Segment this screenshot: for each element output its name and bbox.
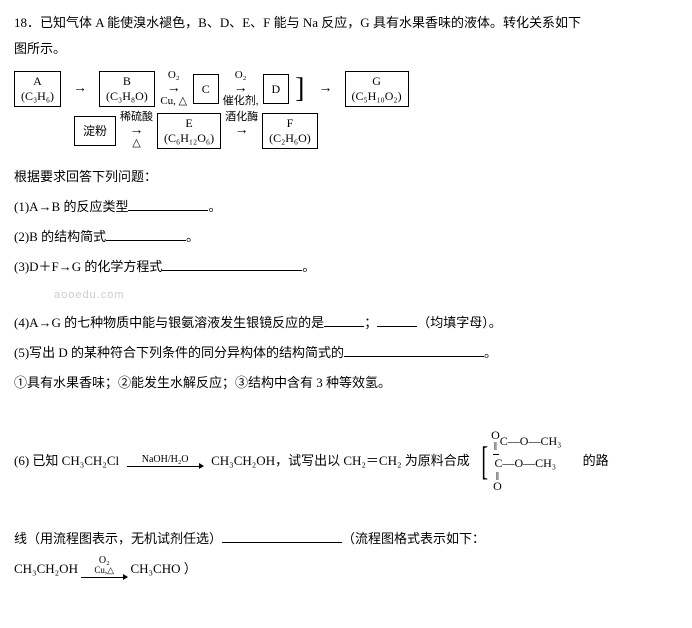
- node-e: E (C₆H₁₂O₆): [157, 113, 221, 149]
- node-c-label: C: [202, 82, 210, 96]
- q2-blank[interactable]: [106, 227, 186, 241]
- q1-text: (1)A→B 的反应类型: [14, 199, 128, 214]
- node-d-label: D: [272, 82, 281, 96]
- starch-label: 淀粉: [83, 124, 107, 138]
- target-structure: [ O ‖ C—O—CH₃ ‖ C—O—CH₃ ‖ O: [478, 430, 575, 492]
- q4-text-a: (4)A→G 的七种物质中能与银氨溶液发生银镜反应的是: [14, 315, 324, 330]
- node-f-label: F: [269, 116, 311, 131]
- q7-text-b: （流程图格式表示如下：: [342, 531, 485, 546]
- q7-text-a: 线（用流程图表示，无机试剂任选）: [14, 531, 222, 546]
- q8-arrow: O₂Cu,△: [81, 556, 127, 578]
- q4: (4)A→G 的七种物质中能与银氨溶液发生银镜反应的是 ； （均填字母）。: [14, 310, 678, 336]
- q5-cond: ①具有水果香味；②能发生水解反应；③结构中含有 3 种等效氢。: [14, 370, 678, 396]
- q4-blank2[interactable]: [377, 313, 417, 327]
- join-brace: ]: [293, 82, 306, 96]
- q7: 线（用流程图表示，无机试剂任选） （流程图格式表示如下：: [14, 526, 678, 552]
- arrow-starch-e: 稀硫酸 → △: [120, 112, 153, 150]
- node-f-formula: (C₂H₆O): [269, 131, 311, 146]
- q2-end: 。: [186, 229, 199, 244]
- struct-row1: C—O—CH₃: [500, 435, 562, 447]
- node-e-label: E: [164, 116, 214, 131]
- node-g-formula: (C₅H₁₀O₂): [352, 89, 402, 104]
- q4-text-c: （均填字母）。: [417, 315, 502, 330]
- q4-text-b: ；: [364, 315, 377, 330]
- problem-intro: 18．已知气体 A 能使溴水褪色，B、D、E、F 能与 Na 反应，G 具有水果…: [14, 10, 678, 62]
- q5-text: (5)写出 D 的某种符合下列条件的同分异构体的结构简式的: [14, 345, 344, 360]
- q3-blank[interactable]: [162, 257, 302, 271]
- q4-blank1[interactable]: [324, 313, 364, 327]
- node-g-label: G: [352, 74, 402, 89]
- q1-end: 。: [208, 199, 221, 214]
- node-c: C: [193, 74, 219, 104]
- q3-end: 。: [302, 259, 315, 274]
- watermark: aooedu.com: [14, 284, 678, 306]
- q6: (6) 已知 CH₃CH₂Cl NaOH/H₂O CH₃CH₂OH，试写出以 C…: [14, 430, 678, 492]
- q8-b: CH₃CHO ）: [130, 561, 196, 576]
- q8: CH₃CH₂OH O₂Cu,△ CH₃CHO ）: [14, 556, 678, 582]
- q7-blank[interactable]: [222, 529, 342, 543]
- arrow-a-b: →: [65, 70, 95, 108]
- q1-blank[interactable]: [128, 197, 208, 211]
- node-b-formula: (C₃H₈O): [106, 89, 148, 104]
- q6-text-c: 的路: [583, 448, 609, 474]
- node-a: A (C₃H₆): [14, 71, 61, 107]
- node-b: B (C₃H₈O): [99, 71, 155, 107]
- node-starch: 淀粉: [74, 116, 116, 146]
- q3: (3)D＋F→G 的化学方程式 。: [14, 254, 678, 280]
- instruction: 根据要求回答下列问题：: [14, 164, 678, 190]
- arrow-c-d: O₂ → 催化剂,: [223, 70, 259, 108]
- reaction-diagram: A (C₃H₆) → B (C₃H₈O) O₂ → Cu, △ C O₂: [14, 70, 678, 150]
- node-e-formula: (C₆H₁₂O₆): [164, 131, 214, 146]
- q6-arrow1: NaOH/H₂O: [127, 455, 203, 467]
- arrow-e-f: 酒化酶 →: [225, 112, 258, 150]
- arrow-to-g: →: [311, 82, 341, 96]
- node-g: G (C₅H₁₀O₂): [345, 71, 409, 107]
- q8-a: CH₃CH₂OH: [14, 561, 78, 576]
- intro-line1: 18．已知气体 A 能使溴水褪色，B、D、E、F 能与 Na 反应，G 具有水果…: [14, 15, 581, 30]
- node-d: D: [263, 74, 290, 104]
- q2: (2)B 的结构简式 。: [14, 224, 678, 250]
- q5-end: 。: [484, 345, 497, 360]
- struct-o-bot: O: [493, 481, 502, 492]
- struct-dbl-top: ‖: [494, 441, 497, 452]
- node-b-label: B: [106, 74, 148, 89]
- q1: (1)A→B 的反应类型 。: [14, 194, 678, 220]
- q6-text-b: CH₃CH₂OH，试写出以 CH₂＝CH₂ 为原料合成: [211, 448, 470, 474]
- arrow-b-c: O₂ → Cu, △: [159, 70, 189, 108]
- node-a-formula: (C₃H₆): [21, 89, 54, 104]
- q3-text: (3)D＋F→G 的化学方程式: [14, 259, 162, 274]
- q6-text-a: (6) 已知 CH₃CH₂Cl: [14, 448, 119, 474]
- q2-text: (2)B 的结构简式: [14, 229, 106, 244]
- q5-blank[interactable]: [344, 343, 484, 357]
- node-f: F (C₂H₆O): [262, 113, 318, 149]
- struct-row2: C—O—CH₃: [494, 457, 556, 469]
- q5: (5)写出 D 的某种符合下列条件的同分异构体的结构简式的 。: [14, 340, 678, 366]
- intro-line2: 图所示。: [14, 41, 66, 56]
- node-a-label: A: [21, 74, 54, 89]
